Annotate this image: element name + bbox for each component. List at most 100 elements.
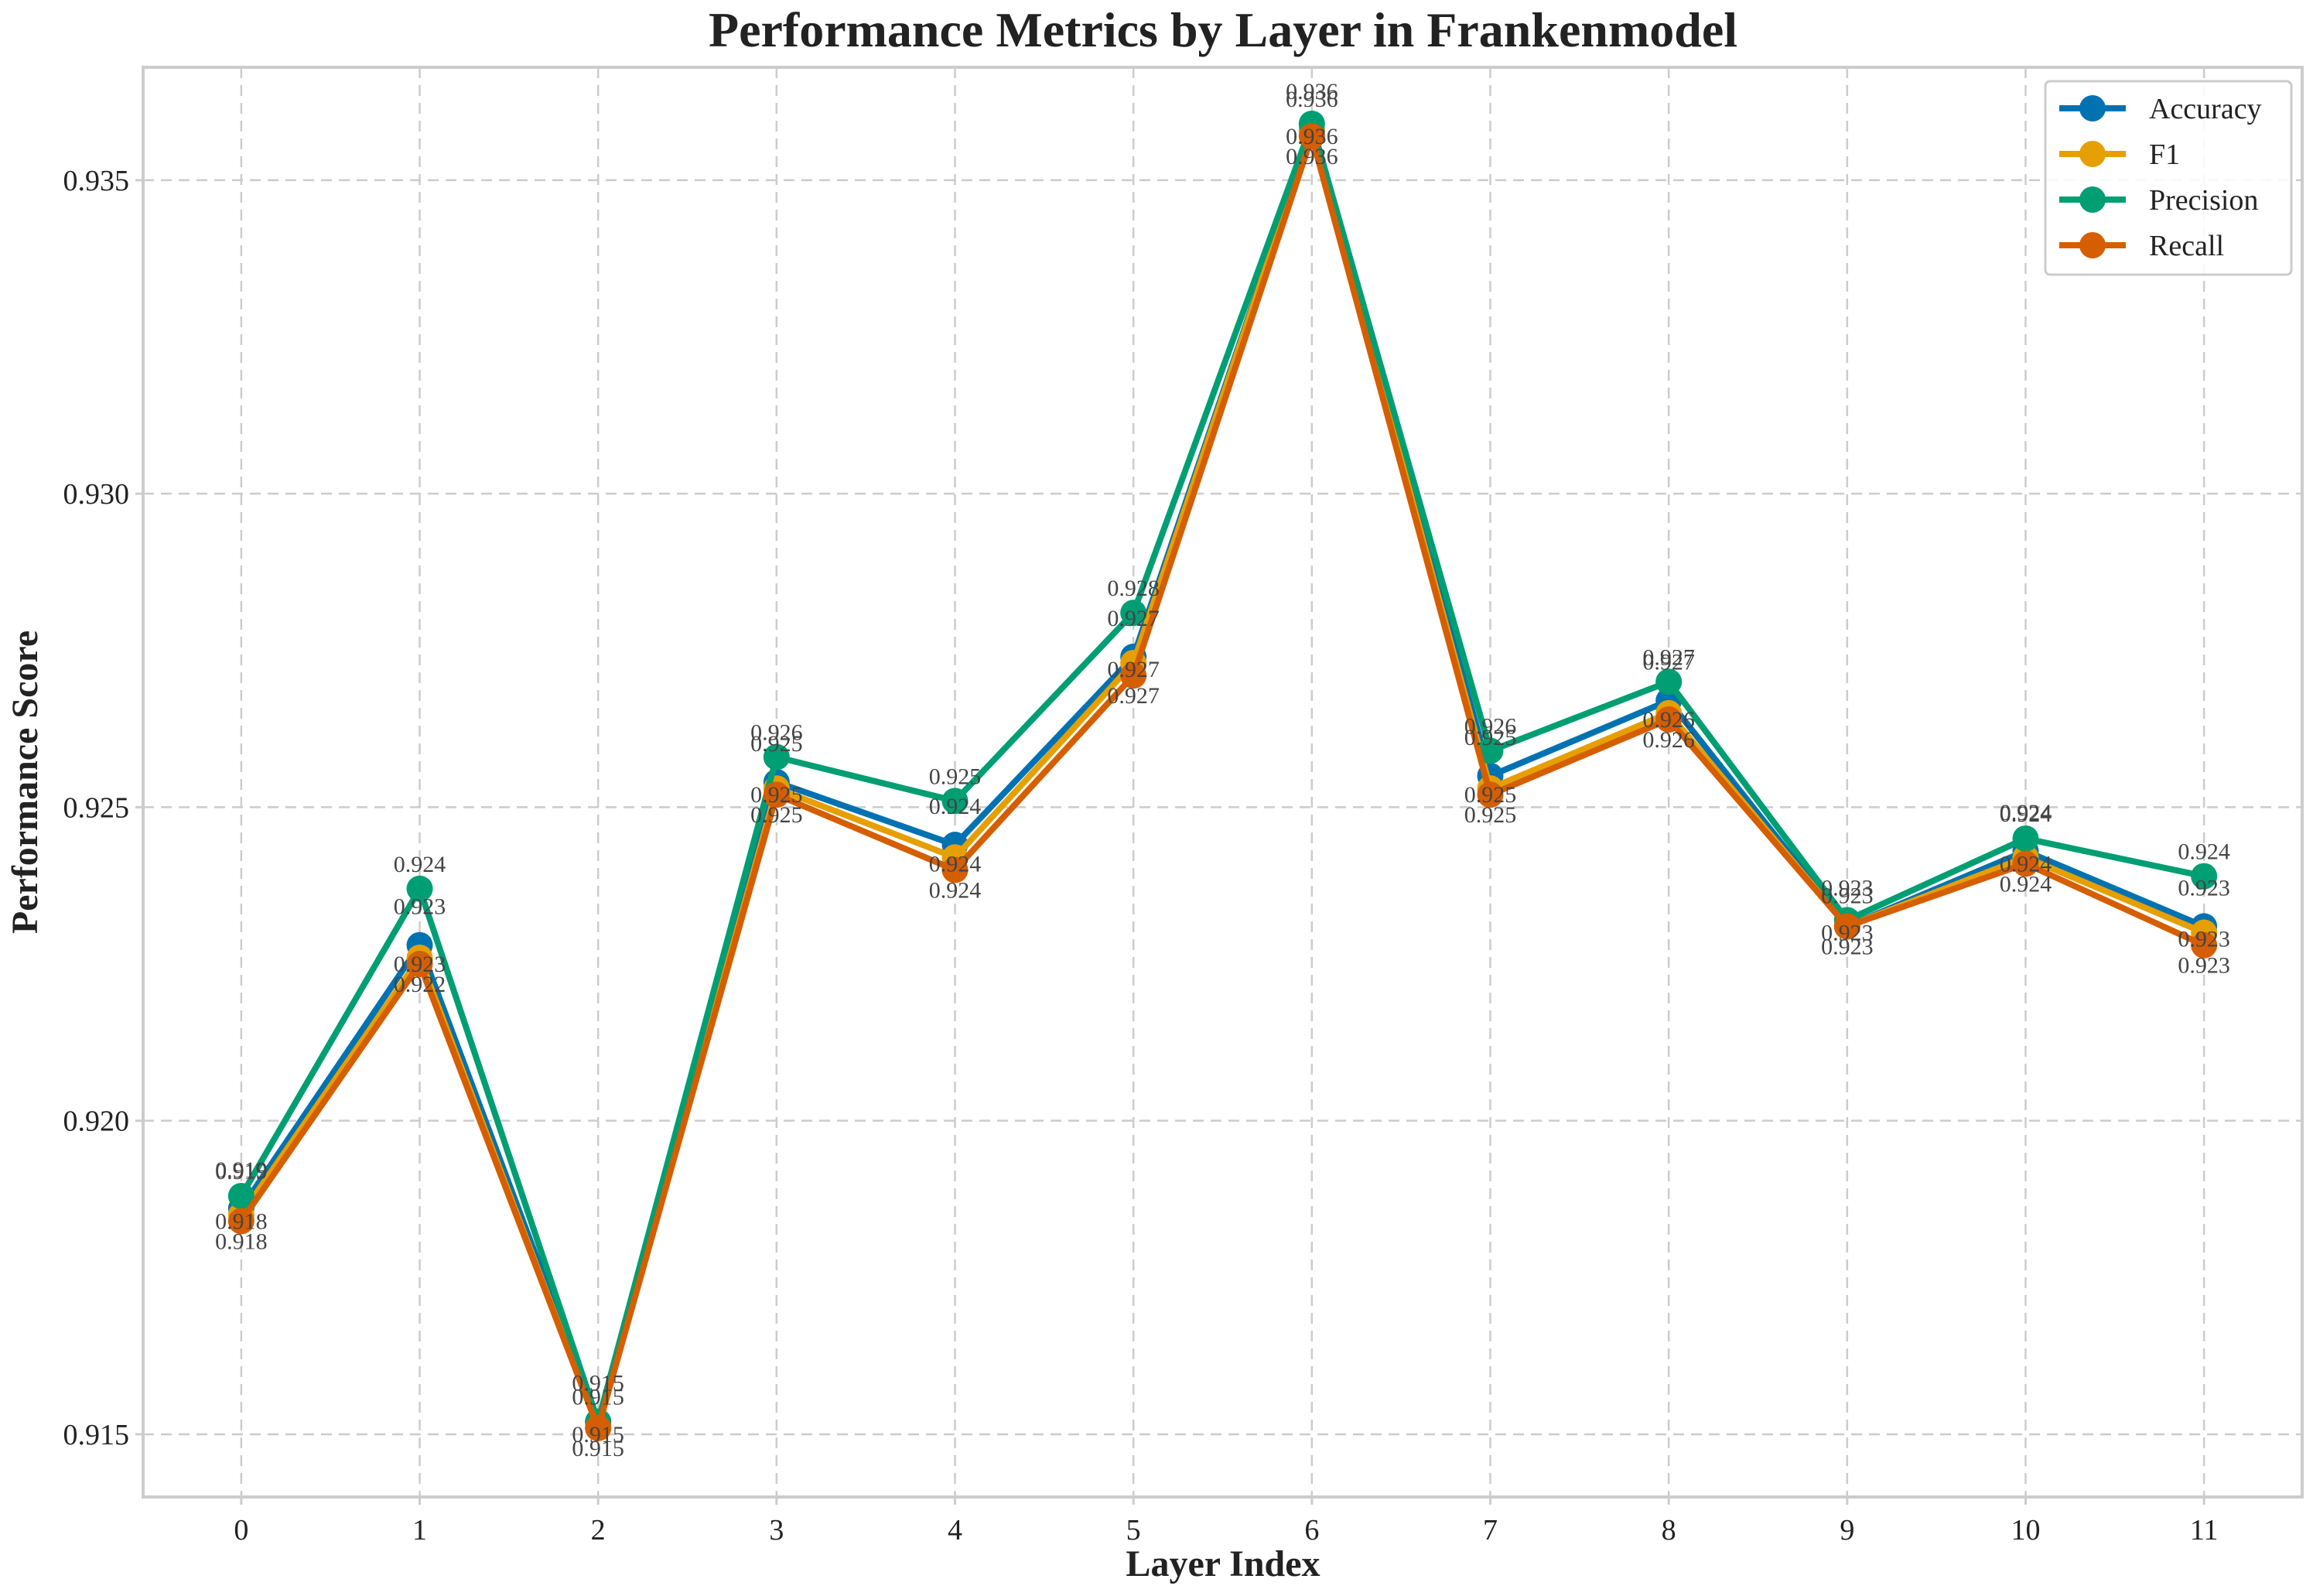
- data-label: 0.915: [572, 1436, 624, 1461]
- data-label: 0.924: [929, 851, 982, 877]
- data-label: 0.923: [1821, 934, 1874, 959]
- legend-item: Recall: [2059, 230, 2224, 262]
- data-point: [1120, 600, 1147, 627]
- data-label: 0.925: [1464, 802, 1517, 828]
- data-label: 0.926: [750, 720, 803, 746]
- data-label: 0.936: [1286, 87, 1338, 112]
- data-label: 0.925: [750, 731, 803, 757]
- legend-label: F1: [2149, 138, 2180, 171]
- data-point: [227, 1208, 255, 1235]
- x-tick-label: 6: [1304, 1514, 1319, 1546]
- data-label: 0.936: [1286, 144, 1338, 169]
- x-tick-label: 9: [1840, 1514, 1854, 1546]
- data-point: [1477, 737, 1504, 764]
- x-tick-label: 7: [1483, 1514, 1498, 1546]
- data-point: [2191, 863, 2218, 890]
- data-point: [941, 856, 969, 883]
- legend-item: Accuracy: [2059, 93, 2262, 125]
- y-tick-label: 0.930: [63, 478, 130, 511]
- data-point: [1655, 706, 1683, 733]
- data-point: [2012, 850, 2039, 877]
- x-tick-label: 0: [234, 1514, 248, 1546]
- data-point: [1298, 123, 1325, 150]
- data-point: [2012, 825, 2039, 852]
- legend-box: [2044, 80, 2293, 276]
- data-label: 0.928: [1107, 576, 1160, 601]
- data-label: 0.923: [2178, 875, 2230, 901]
- data-label: 0.925: [1464, 782, 1517, 808]
- data-point: [1477, 781, 1504, 808]
- data-label: 0.927: [1642, 644, 1695, 670]
- data-label: 0.915: [572, 1422, 624, 1447]
- y-tick-label: 0.925: [63, 791, 130, 824]
- data-label: 0.918: [215, 1208, 268, 1234]
- data-label: 0.923: [1821, 920, 1874, 945]
- data-point: [227, 1182, 255, 1209]
- x-tick-label: 8: [1662, 1514, 1676, 1546]
- data-label: 0.923: [2178, 927, 2230, 952]
- data-label: 0.924: [394, 852, 446, 877]
- legend-label: Precision: [2149, 184, 2258, 217]
- data-label: 0.924: [2000, 800, 2052, 825]
- data-point: [1120, 662, 1147, 689]
- chart-title: Performance Metrics by Layer in Frankenm…: [709, 2, 1737, 57]
- data-label: 0.919: [215, 1159, 268, 1184]
- y-tick-label: 0.915: [63, 1419, 130, 1451]
- data-label: 0.924: [2000, 851, 2052, 877]
- y-axis: 0.915 0.920 0.925 0.930 0.935: [63, 165, 143, 1451]
- y-axis-label: Performance Score: [5, 631, 46, 934]
- data-label: 0.927: [1107, 606, 1160, 631]
- legend-item: F1: [2059, 138, 2180, 171]
- grid: [143, 67, 2302, 1497]
- data-label: 0.925: [1464, 725, 1517, 750]
- data-point: [763, 743, 790, 771]
- legend-item: Precision: [2059, 184, 2258, 217]
- data-label: 0.924: [2000, 801, 2052, 827]
- x-tick-label: 2: [591, 1514, 606, 1546]
- data-label: 0.927: [1107, 683, 1160, 709]
- data-label: 0.924: [2000, 871, 2052, 897]
- legend: Accuracy F1 Precision Recall: [2044, 80, 2293, 276]
- x-axis-label: Layer Index: [1126, 1543, 1320, 1584]
- data-point: [941, 788, 969, 815]
- series-line: [237, 120, 2208, 1425]
- series-line: [237, 133, 2208, 1431]
- legend-marker: [2079, 186, 2106, 213]
- legend-marker: [2079, 141, 2106, 167]
- data-label: 0.924: [929, 794, 982, 819]
- data-label: 0.936: [1286, 79, 1338, 104]
- plot-frame: [142, 66, 2304, 1499]
- data-label: 0.923: [1821, 883, 1874, 908]
- series-recall: [227, 123, 2218, 1441]
- data-point: [585, 1414, 612, 1441]
- data-label: 0.922: [394, 972, 446, 997]
- legend-label: Accuracy: [2149, 93, 2262, 125]
- data-label: 0.923: [394, 952, 446, 977]
- data-label: 0.925: [750, 802, 803, 828]
- y-tick-label: 0.920: [63, 1106, 130, 1138]
- legend-marker: [2079, 95, 2106, 121]
- legend-label: Recall: [2149, 230, 2224, 262]
- data-label: 0.927: [1107, 657, 1160, 682]
- data-label: 0.936: [1286, 124, 1338, 149]
- data-label: 0.919: [215, 1157, 268, 1183]
- x-tick-label: 11: [2190, 1514, 2219, 1546]
- data-label: 0.925: [750, 782, 803, 808]
- data-label: 0.926: [1464, 713, 1517, 739]
- x-tick-label: 1: [412, 1514, 427, 1546]
- data-label: 0.923: [1821, 875, 1874, 901]
- data-label: 0.918: [215, 1229, 268, 1254]
- data-point: [763, 781, 790, 808]
- data-point: [1655, 668, 1683, 695]
- series-lines: [227, 110, 2218, 1441]
- data-label: 0.923: [2178, 953, 2230, 979]
- data-point: [1833, 913, 1860, 940]
- legend-marker: [2079, 232, 2106, 258]
- y-tick-label: 0.935: [63, 165, 130, 197]
- data-labels: 0.919 0.923 0.915 0.925 0.924 0.927 0.936 0.925…: [215, 79, 2230, 1461]
- data-label: 0.926: [1642, 707, 1695, 733]
- x-axis: 0 1 2 3 4 5 6 7 8 9 10 11: [234, 1497, 2218, 1546]
- data-label: 0.925: [929, 764, 982, 789]
